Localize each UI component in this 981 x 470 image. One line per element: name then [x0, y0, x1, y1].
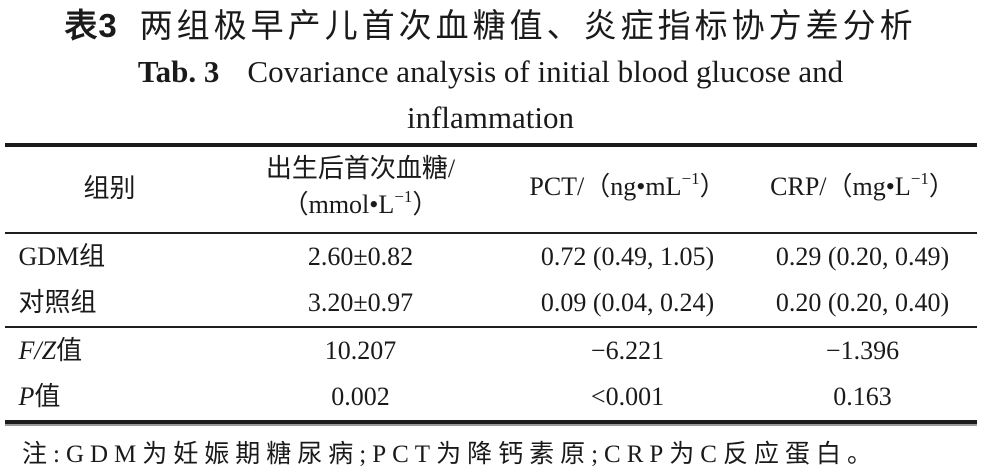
- fz-pct-value: −6.221: [590, 336, 665, 365]
- table-number-zh: 表3: [64, 7, 118, 44]
- table-title-zh-text: 两组极早产儿首次血糖值、炎症指标协方差分析: [139, 9, 917, 45]
- row-label-gdm: GDM组: [18, 242, 106, 271]
- table-header: 组别 出生后首次血糖/ （mmol•L−1） PCT/（ng•mL−1） CRP…: [4, 147, 977, 233]
- table-row-control: 对照组 3.20±0.97 0.09 (0.04, 0.24) 0.20 (0.…: [5, 280, 977, 327]
- row-label-p: P值: [5, 374, 215, 420]
- header-pct-unit-exponent: −1: [681, 169, 700, 188]
- header-group: 组别: [83, 173, 136, 203]
- header-pct-unit-close: ）: [699, 172, 726, 201]
- table-row-fz: F/Z值 10.207 −6.221 −1.396: [5, 327, 977, 374]
- gdm-pct-value: 0.72 (0.49, 1.05): [540, 242, 715, 271]
- p-crp-value: 0.163: [833, 382, 892, 411]
- control-glucose-value: 3.20±0.97: [307, 288, 414, 317]
- row-label-fz: F/Z值: [5, 327, 215, 374]
- header-glucose: 出生后首次血糖/ （mmol•L−1）: [215, 147, 507, 233]
- header-glucose-unit-close: ）: [412, 190, 439, 219]
- table-title-en: Tab. 3 Covariance analysis of initial blo…: [0, 49, 981, 95]
- table-footnote: 注:GDM为妊娠期糖尿病;PCT为降钙素原;CRP为C反应蛋白。: [22, 441, 878, 468]
- header-glucose-unit: （mmol•L: [282, 190, 395, 219]
- control-pct-value: 0.09 (0.04, 0.24): [540, 288, 715, 317]
- header-crp: CRP/（mg•L−1）: [749, 147, 977, 233]
- gdm-crp-value: 0.29 (0.20, 0.49): [775, 242, 950, 271]
- control-crp-value: 0.20 (0.20, 0.40): [775, 288, 950, 317]
- fz-crp-value: −1.396: [825, 336, 900, 365]
- header-glucose-line1: 出生后首次血糖/: [265, 154, 456, 183]
- fz-glucose-value: 10.207: [324, 336, 397, 365]
- p-symbol: P: [18, 382, 35, 411]
- gdm-glucose-value: 2.60±0.82: [307, 242, 414, 271]
- table-title-en-line2: inflammation: [406, 100, 575, 135]
- header-row: 组别 出生后首次血糖/ （mmol•L−1） PCT/（ng•mL−1） CRP…: [4, 147, 977, 233]
- table-row-p: P值 0.002 <0.001 0.163: [5, 374, 977, 420]
- table-row-gdm: GDM组 2.60±0.82 0.72 (0.49, 1.05) 0.29 (0…: [5, 233, 977, 280]
- header-pct-unit: PCT/（ng•mL: [529, 172, 682, 201]
- covariance-table: 组别 出生后首次血糖/ （mmol•L−1） PCT/（ng•mL−1） CRP…: [4, 147, 977, 420]
- p-glucose-value: 0.002: [331, 382, 390, 411]
- table-title-zh: 表3 两组极早产儿首次血糖值、炎症指标协方差分析: [0, 4, 981, 49]
- statistic-rows: F/Z值 10.207 −6.221 −1.396 P值 0.002 <0.00…: [5, 327, 977, 420]
- table-number-en: Tab. 3: [137, 54, 220, 89]
- fz-suffix: 值: [56, 336, 83, 365]
- header-crp-unit-exponent: −1: [910, 169, 929, 188]
- header-crp-unit: CRP/（mg•L: [770, 172, 911, 201]
- p-pct-value: <0.001: [590, 382, 665, 411]
- table-title-en-text: Covariance analysis of initial blood glu…: [247, 54, 844, 89]
- header-pct: PCT/（ng•mL−1）: [507, 147, 749, 233]
- row-label-control: 对照组: [18, 288, 97, 317]
- header-crp-unit-close: ）: [928, 172, 955, 201]
- covariance-table-wrapper: 组别 出生后首次血糖/ （mmol•L−1） PCT/（ng•mL−1） CRP…: [4, 143, 977, 424]
- p-suffix: 值: [34, 382, 61, 411]
- header-glucose-unit-exponent: −1: [394, 187, 413, 206]
- fz-symbol: F/Z: [18, 336, 57, 365]
- group-rows: GDM组 2.60±0.82 0.72 (0.49, 1.05) 0.29 (0…: [4, 233, 977, 327]
